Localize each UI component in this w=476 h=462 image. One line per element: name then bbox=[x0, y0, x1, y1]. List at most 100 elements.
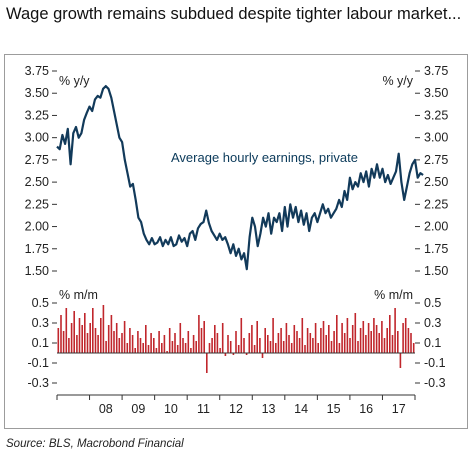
bar bbox=[137, 331, 139, 353]
bar bbox=[163, 335, 166, 353]
bar bbox=[325, 335, 327, 353]
chart-frame: % y/y % y/y 3.75 3.75 3.50 3.50 3.25 3.25 3.00 3.… bbox=[4, 54, 468, 429]
bar bbox=[336, 315, 338, 353]
y-tick-label-left: 3.25 bbox=[25, 108, 49, 122]
x-tick-label: 08 bbox=[99, 402, 113, 416]
bar bbox=[89, 323, 91, 353]
bar bbox=[304, 345, 306, 353]
bar-y-tick-label-left: 0.3 bbox=[32, 316, 49, 330]
y-tick-label-right: 3.25 bbox=[424, 108, 448, 122]
bar bbox=[214, 325, 216, 353]
x-tick-label: 17 bbox=[392, 402, 406, 416]
bar bbox=[227, 335, 229, 353]
bar bbox=[192, 335, 195, 353]
bar bbox=[248, 333, 251, 353]
bar bbox=[402, 323, 404, 353]
bar bbox=[301, 318, 304, 353]
bar bbox=[232, 353, 235, 355]
x-tick-label: 14 bbox=[294, 402, 308, 416]
bar bbox=[142, 343, 144, 353]
bar bbox=[386, 328, 388, 353]
bar bbox=[253, 345, 256, 353]
bar bbox=[76, 335, 78, 353]
bottom-panel: % m/m % m/m 0.5 0.5 0.3 0.3 0.1 0.1 -0.1 -0.1 -0.3… bbox=[27, 288, 445, 416]
bar bbox=[410, 333, 412, 353]
bar bbox=[86, 333, 89, 353]
bar bbox=[354, 313, 357, 353]
bar bbox=[240, 318, 243, 353]
bar bbox=[346, 318, 349, 353]
bar-y-tick-label-right: 0.5 bbox=[424, 296, 441, 310]
bar-y-tick-label-left: -0.3 bbox=[27, 376, 49, 390]
unit-label-left: % y/y bbox=[59, 74, 90, 88]
bar bbox=[306, 328, 309, 353]
y-tick-label-right: 3.75 bbox=[424, 64, 448, 78]
bar bbox=[153, 338, 155, 353]
bar bbox=[107, 325, 110, 353]
y-tick-label-right: 1.50 bbox=[424, 264, 448, 278]
line-series-average-hourly-earnings bbox=[56, 85, 424, 271]
x-tick-label: 15 bbox=[327, 402, 341, 416]
bar bbox=[277, 333, 280, 353]
bar bbox=[81, 325, 83, 353]
x-tick-label: 10 bbox=[164, 402, 178, 416]
y-tick-label-right: 2.50 bbox=[424, 175, 448, 189]
bar-y-tick-label-right: -0.1 bbox=[424, 356, 446, 370]
bar bbox=[399, 353, 402, 368]
y-tick-label-right: 2.00 bbox=[424, 220, 448, 234]
bar bbox=[288, 335, 290, 353]
x-tick-label: 11 bbox=[197, 402, 210, 416]
bar bbox=[129, 328, 131, 353]
bar bbox=[362, 321, 365, 353]
bar bbox=[70, 323, 73, 353]
bar bbox=[328, 325, 330, 353]
chart-svg: % y/y % y/y 3.75 3.75 3.50 3.50 3.25 3.25 3.00 3.… bbox=[25, 64, 449, 416]
bar bbox=[290, 343, 293, 353]
bar bbox=[378, 333, 380, 353]
bar bbox=[216, 333, 219, 353]
y-tick-label-right: 3.50 bbox=[424, 86, 448, 100]
source-note: Source: BLS, Macrobond Financial bbox=[6, 438, 184, 450]
bar-unit-label-left: % m/m bbox=[59, 288, 98, 302]
bar bbox=[161, 343, 163, 353]
bar bbox=[94, 328, 97, 353]
bar bbox=[168, 328, 171, 353]
bar bbox=[373, 318, 375, 353]
bar bbox=[155, 348, 158, 353]
bar bbox=[383, 338, 386, 353]
bar bbox=[391, 335, 394, 353]
bar bbox=[272, 318, 274, 353]
bar bbox=[84, 313, 86, 353]
y-tick-label-left: 2.25 bbox=[25, 197, 49, 211]
x-tick-label: 12 bbox=[229, 402, 243, 416]
bar-unit-label-right: % m/m bbox=[374, 288, 413, 302]
x-tick-label: 09 bbox=[131, 402, 145, 416]
bar bbox=[285, 323, 288, 353]
bar bbox=[404, 318, 407, 353]
bar bbox=[126, 343, 129, 353]
bar bbox=[145, 325, 147, 353]
bar bbox=[261, 353, 264, 358]
x-tick-label: 16 bbox=[359, 402, 373, 416]
bar bbox=[259, 338, 261, 353]
y-tick-label-left: 1.50 bbox=[25, 264, 49, 278]
bar bbox=[179, 323, 182, 353]
bar bbox=[296, 331, 298, 353]
bar bbox=[219, 348, 221, 353]
bar bbox=[97, 335, 99, 353]
unit-label-right: % y/y bbox=[382, 74, 413, 88]
bar bbox=[330, 341, 333, 353]
bar bbox=[100, 318, 102, 353]
bar bbox=[338, 343, 341, 353]
bar bbox=[367, 323, 370, 353]
bar bbox=[92, 308, 94, 353]
chart-title: Wage growth remains subdued despite tigh… bbox=[6, 5, 462, 23]
bar bbox=[309, 333, 312, 353]
bar bbox=[190, 348, 192, 353]
bar bbox=[60, 315, 62, 353]
bar bbox=[187, 331, 190, 353]
y-tick-label-left: 1.75 bbox=[25, 242, 49, 256]
bar bbox=[298, 338, 301, 353]
bar bbox=[394, 308, 396, 353]
y-tick-label-left: 3.75 bbox=[25, 64, 49, 78]
